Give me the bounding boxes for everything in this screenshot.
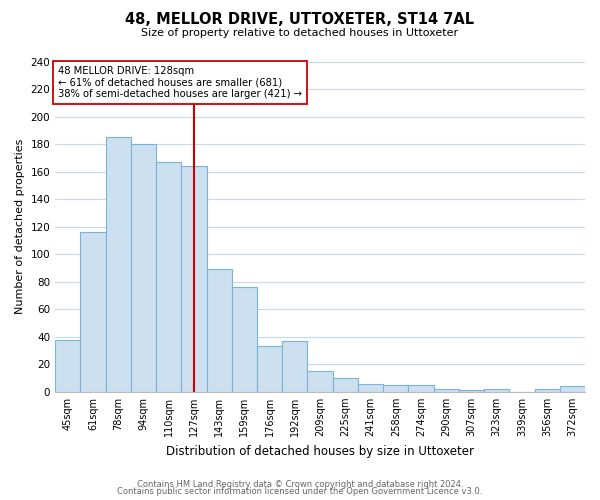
- Text: Contains public sector information licensed under the Open Government Licence v3: Contains public sector information licen…: [118, 487, 482, 496]
- Bar: [560, 386, 585, 392]
- Text: Size of property relative to detached houses in Uttoxeter: Size of property relative to detached ho…: [142, 28, 458, 38]
- Bar: [332, 378, 358, 392]
- Bar: [55, 340, 80, 392]
- Y-axis label: Number of detached properties: Number of detached properties: [15, 139, 25, 314]
- Bar: [535, 389, 560, 392]
- Bar: [181, 166, 206, 392]
- Bar: [459, 390, 484, 392]
- Bar: [131, 144, 156, 392]
- Bar: [307, 371, 332, 392]
- Text: 48, MELLOR DRIVE, UTTOXETER, ST14 7AL: 48, MELLOR DRIVE, UTTOXETER, ST14 7AL: [125, 12, 475, 28]
- Bar: [484, 389, 509, 392]
- Bar: [106, 137, 131, 392]
- X-axis label: Distribution of detached houses by size in Uttoxeter: Distribution of detached houses by size …: [166, 444, 474, 458]
- Bar: [232, 287, 257, 392]
- Bar: [206, 270, 232, 392]
- Bar: [434, 389, 459, 392]
- Bar: [409, 385, 434, 392]
- Bar: [358, 384, 383, 392]
- Text: 48 MELLOR DRIVE: 128sqm
← 61% of detached houses are smaller (681)
38% of semi-d: 48 MELLOR DRIVE: 128sqm ← 61% of detache…: [58, 66, 302, 99]
- Bar: [156, 162, 181, 392]
- Bar: [383, 385, 409, 392]
- Bar: [257, 346, 282, 392]
- Bar: [80, 232, 106, 392]
- Text: Contains HM Land Registry data © Crown copyright and database right 2024.: Contains HM Land Registry data © Crown c…: [137, 480, 463, 489]
- Bar: [282, 341, 307, 392]
